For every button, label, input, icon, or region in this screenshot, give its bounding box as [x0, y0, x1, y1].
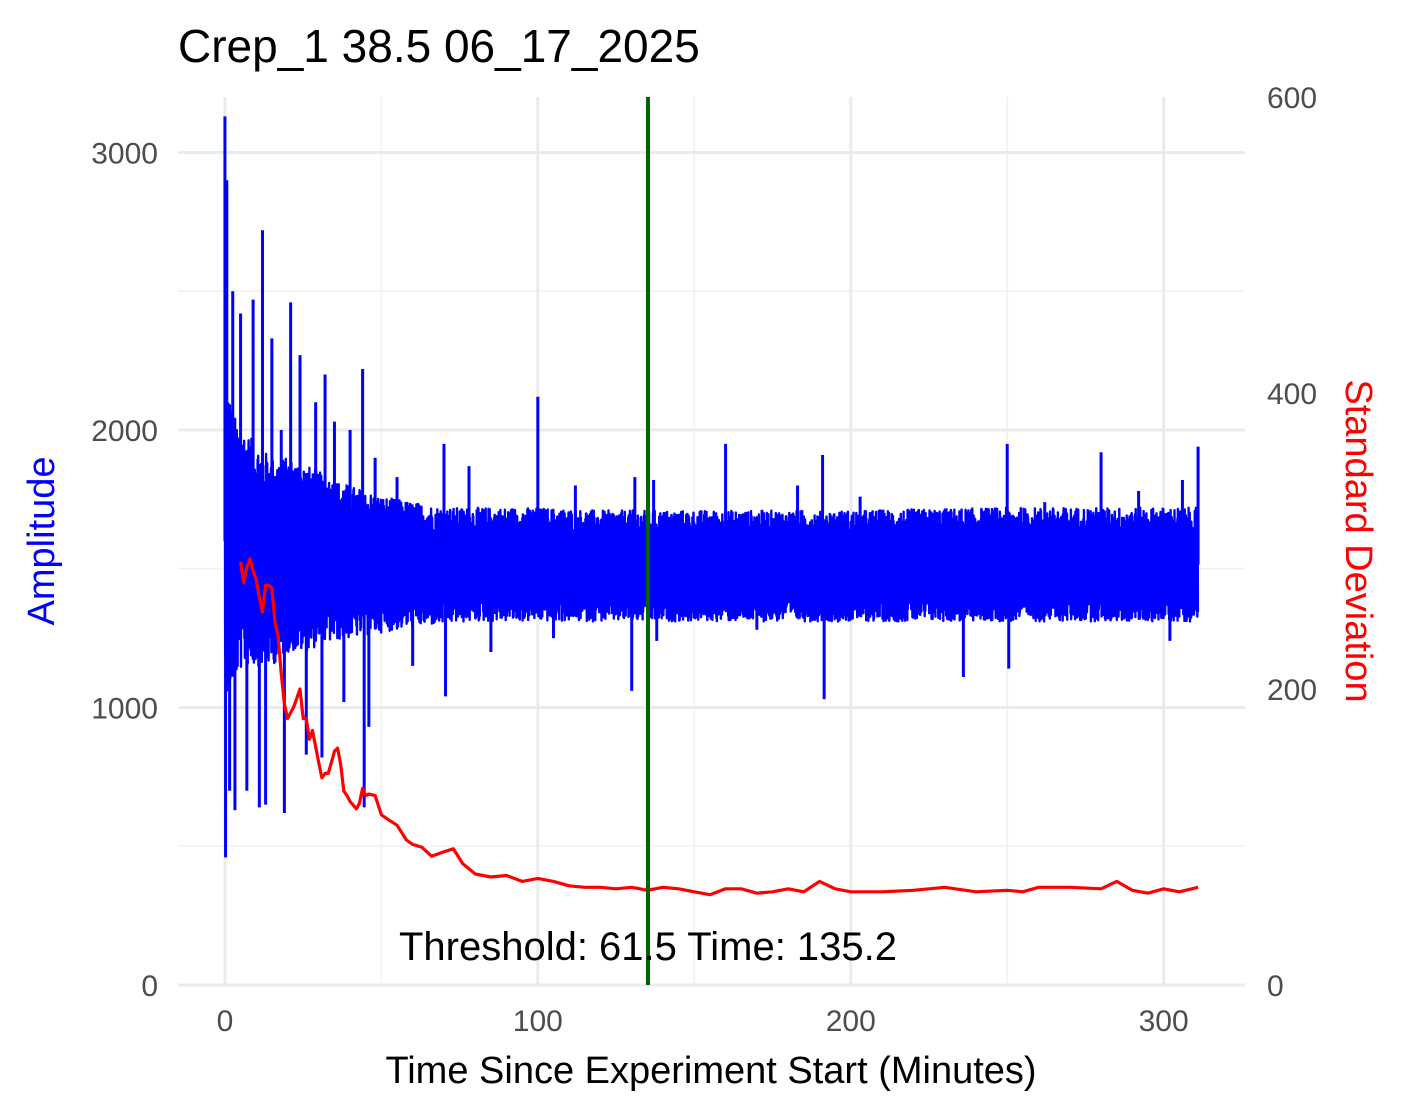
y2-tick-label: 600: [1267, 82, 1317, 115]
amplitude-line: [223, 400, 1200, 705]
chart-title: Crep_1 38.5 06_17_2025: [178, 20, 700, 72]
x-tick-label: 100: [513, 1005, 563, 1038]
amplitude-series: [223, 116, 1200, 858]
threshold-annotation: Threshold: 61.5 Time: 135.2: [399, 925, 897, 969]
x-tick-label: 200: [826, 1005, 876, 1038]
y-tick-label: 3000: [91, 138, 158, 171]
y-axis-title: Amplitude: [21, 457, 63, 626]
standard-deviation-series: [239, 557, 1199, 897]
y2-tick-label: 400: [1267, 378, 1317, 411]
standard-deviation-line: [239, 557, 1199, 897]
x-tick-label: 300: [1139, 1005, 1189, 1038]
y2-tick-label: 200: [1267, 674, 1317, 707]
y2-tick-label: 0: [1267, 970, 1284, 1003]
x-axis-title: Time Since Experiment Start (Minutes): [385, 1050, 1036, 1092]
y-tick-label: 1000: [91, 693, 158, 726]
y-tick-label: 0: [141, 970, 158, 1003]
x-tick-label: 0: [217, 1005, 234, 1038]
y-tick-label: 2000: [91, 415, 158, 448]
y2-axis-title: Standard Deviation: [1337, 379, 1379, 702]
